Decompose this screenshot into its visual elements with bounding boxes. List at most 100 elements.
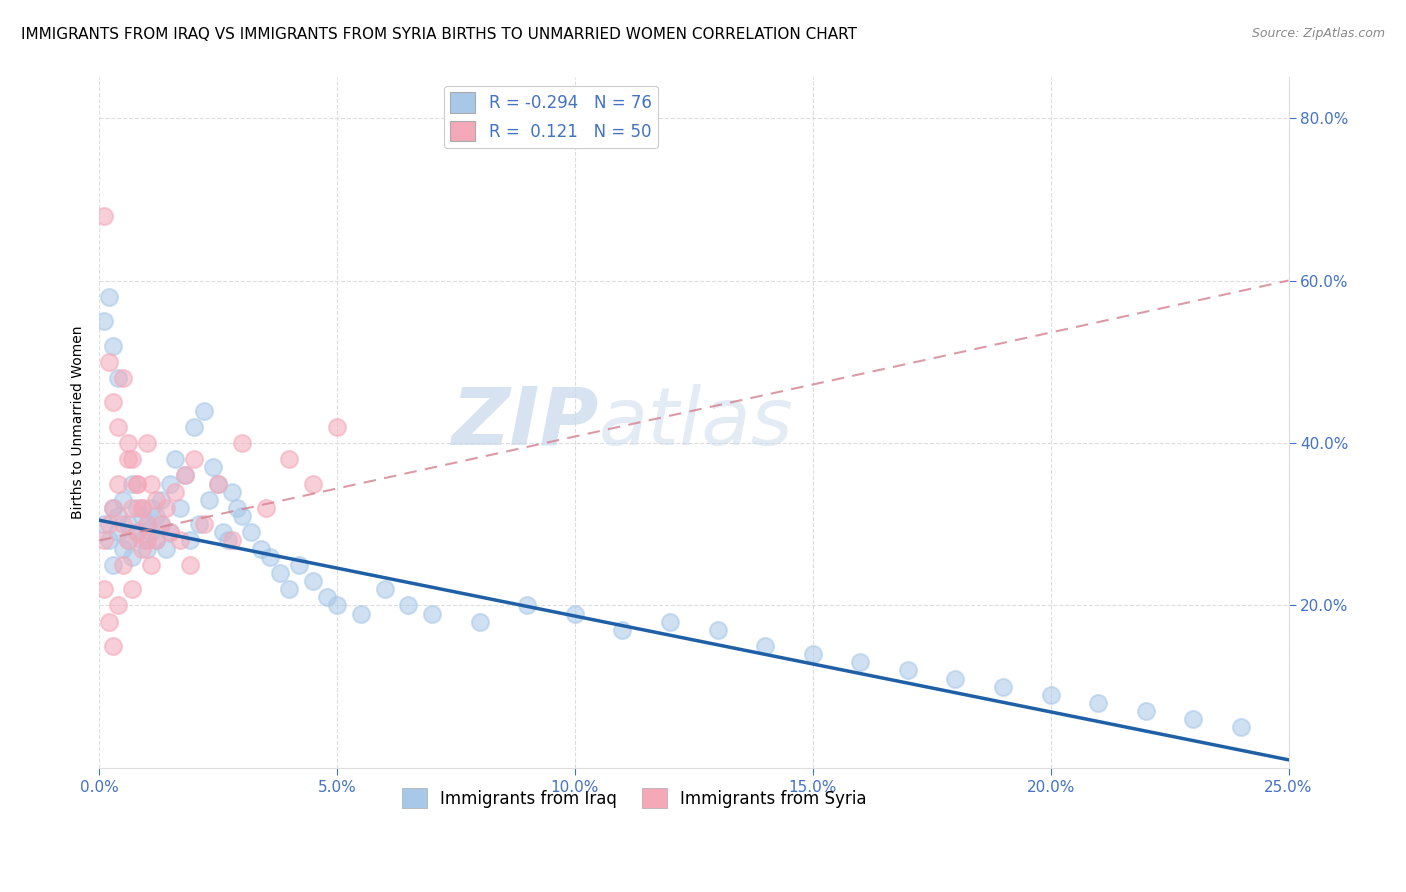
Point	[117, 452, 139, 467]
Point	[121, 549, 143, 564]
Point	[93, 517, 115, 532]
Point	[326, 599, 349, 613]
Point	[131, 541, 153, 556]
Text: ZIP: ZIP	[451, 384, 599, 462]
Point	[111, 558, 134, 572]
Point	[316, 591, 339, 605]
Point	[135, 541, 157, 556]
Point	[468, 615, 491, 629]
Point	[1135, 704, 1157, 718]
Text: atlas: atlas	[599, 384, 793, 462]
Point	[93, 209, 115, 223]
Point	[127, 476, 149, 491]
Point	[706, 623, 728, 637]
Point	[107, 371, 129, 385]
Point	[1087, 696, 1109, 710]
Point	[103, 338, 125, 352]
Point	[165, 452, 187, 467]
Point	[179, 533, 201, 548]
Point	[193, 517, 215, 532]
Point	[302, 574, 325, 588]
Point	[897, 664, 920, 678]
Point	[159, 525, 181, 540]
Point	[117, 517, 139, 532]
Point	[103, 500, 125, 515]
Point	[169, 533, 191, 548]
Point	[159, 525, 181, 540]
Point	[117, 436, 139, 450]
Point	[131, 500, 153, 515]
Point	[97, 533, 120, 548]
Point	[173, 468, 195, 483]
Point	[420, 607, 443, 621]
Point	[97, 355, 120, 369]
Point	[659, 615, 682, 629]
Point	[107, 599, 129, 613]
Text: IMMIGRANTS FROM IRAQ VS IMMIGRANTS FROM SYRIA BIRTHS TO UNMARRIED WOMEN CORRELAT: IMMIGRANTS FROM IRAQ VS IMMIGRANTS FROM …	[21, 27, 858, 42]
Point	[121, 500, 143, 515]
Point	[149, 517, 172, 532]
Point	[211, 525, 233, 540]
Point	[217, 533, 239, 548]
Y-axis label: Births to Unmarried Women: Births to Unmarried Women	[72, 326, 86, 519]
Point	[103, 500, 125, 515]
Point	[269, 566, 291, 580]
Point	[135, 436, 157, 450]
Point	[183, 452, 205, 467]
Point	[141, 525, 163, 540]
Point	[131, 533, 153, 548]
Point	[193, 403, 215, 417]
Point	[141, 500, 163, 515]
Point	[516, 599, 538, 613]
Point	[111, 492, 134, 507]
Point	[226, 500, 249, 515]
Point	[169, 500, 191, 515]
Legend: Immigrants from Iraq, Immigrants from Syria: Immigrants from Iraq, Immigrants from Sy…	[395, 781, 873, 815]
Point	[117, 533, 139, 548]
Point	[145, 509, 167, 524]
Point	[165, 484, 187, 499]
Point	[1230, 720, 1253, 734]
Point	[107, 509, 129, 524]
Point	[155, 500, 177, 515]
Point	[135, 517, 157, 532]
Point	[103, 639, 125, 653]
Point	[145, 533, 167, 548]
Point	[121, 476, 143, 491]
Point	[127, 476, 149, 491]
Point	[188, 517, 211, 532]
Point	[221, 484, 243, 499]
Point	[145, 533, 167, 548]
Point	[350, 607, 373, 621]
Point	[107, 525, 129, 540]
Point	[991, 680, 1014, 694]
Point	[564, 607, 586, 621]
Point	[97, 517, 120, 532]
Point	[207, 476, 229, 491]
Point	[254, 500, 277, 515]
Point	[107, 476, 129, 491]
Point	[141, 558, 163, 572]
Point	[149, 517, 172, 532]
Point	[97, 290, 120, 304]
Point	[231, 436, 253, 450]
Text: Source: ZipAtlas.com: Source: ZipAtlas.com	[1251, 27, 1385, 40]
Point	[1039, 688, 1062, 702]
Point	[111, 371, 134, 385]
Point	[111, 517, 134, 532]
Point	[801, 647, 824, 661]
Point	[259, 549, 281, 564]
Point	[231, 509, 253, 524]
Point	[135, 533, 157, 548]
Point	[121, 452, 143, 467]
Point	[202, 460, 225, 475]
Point	[278, 452, 301, 467]
Point	[278, 582, 301, 597]
Point	[159, 476, 181, 491]
Point	[240, 525, 263, 540]
Point	[945, 672, 967, 686]
Point	[135, 517, 157, 532]
Point	[374, 582, 396, 597]
Point	[302, 476, 325, 491]
Point	[97, 615, 120, 629]
